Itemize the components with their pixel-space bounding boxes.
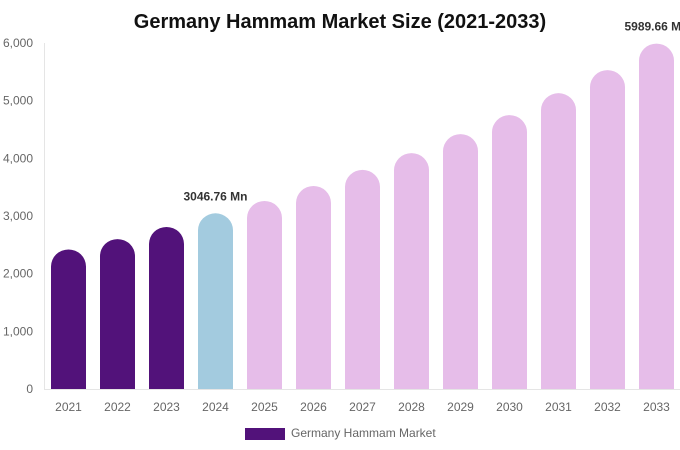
data-label: 3046.76 Mn	[183, 189, 247, 203]
y-tick-label: 3,000	[3, 209, 33, 223]
y-tick-label: 0	[26, 382, 33, 396]
x-tick-label: 2025	[251, 400, 278, 414]
bar-2033[interactable]	[639, 43, 674, 389]
bar-2032[interactable]	[590, 70, 625, 389]
y-tick-label: 2,000	[3, 267, 33, 281]
bar-2024[interactable]	[198, 213, 233, 389]
y-tick-label: 6,000	[3, 36, 33, 50]
bar-2030[interactable]	[492, 115, 527, 390]
y-tick-label: 5,000	[3, 94, 33, 108]
x-tick-label: 2032	[594, 400, 621, 414]
y-tick-label: 1,000	[3, 324, 33, 338]
x-tick-label: 2026	[300, 400, 327, 414]
bar-2021[interactable]	[51, 249, 86, 389]
legend[interactable]: Germany Hammam Market	[245, 426, 436, 440]
legend-swatch	[245, 428, 285, 440]
bar-2028[interactable]	[394, 153, 429, 389]
chart-title: Germany Hammam Market Size (2021-2033)	[134, 11, 546, 33]
bar-2027[interactable]	[345, 169, 380, 389]
bar-2025[interactable]	[247, 201, 282, 389]
x-tick-label: 2028	[398, 400, 425, 414]
x-tick-label: 2022	[104, 400, 131, 414]
x-tick-label: 2031	[545, 400, 572, 414]
x-tick-label: 2029	[447, 400, 474, 414]
data-label: 5989.66 Mn	[624, 20, 680, 34]
x-tick-label: 2033	[643, 400, 670, 414]
x-tick-label: 2027	[349, 400, 376, 414]
bar-2023[interactable]	[149, 226, 184, 389]
x-tick-label: 2021	[55, 400, 82, 414]
x-tick-label: 2024	[202, 400, 229, 414]
legend-label: Germany Hammam Market	[291, 426, 436, 440]
bar-2031[interactable]	[541, 93, 576, 390]
bar-2026[interactable]	[296, 186, 331, 389]
bar-2022[interactable]	[100, 239, 135, 389]
bar-2029[interactable]	[443, 134, 478, 389]
y-tick-label: 4,000	[3, 151, 33, 165]
x-tick-label: 2030	[496, 400, 523, 414]
x-tick-label: 2023	[153, 400, 180, 414]
